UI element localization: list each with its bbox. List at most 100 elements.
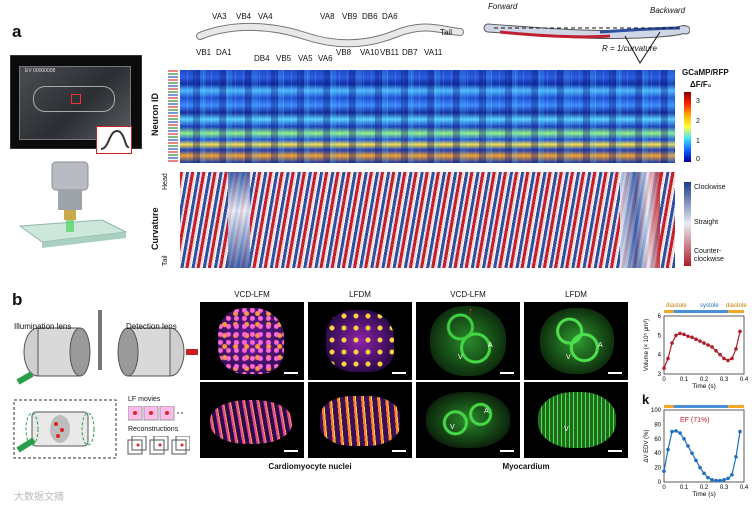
ventricle-marker: V xyxy=(458,354,463,361)
volume-chart: diastole systole diastole 6 5 4 3 0 0.1 0.2 0.3 0.4… xyxy=(640,296,752,392)
col-title-vcd-nuclei: VCD-LFM xyxy=(234,290,270,299)
x-tick-label: 0.2 xyxy=(700,485,709,491)
neuron-label: VB11 xyxy=(380,48,399,57)
phase-label: diastole xyxy=(726,303,747,309)
curv-ylabel-text: Curvature xyxy=(150,207,160,250)
neuron-label: DB4 xyxy=(254,54,270,63)
y-tick-label: 5 xyxy=(658,333,662,339)
panel-k-label: k xyxy=(642,392,650,407)
neuron-label: VA8 xyxy=(320,12,335,21)
y-tick-label: 100 xyxy=(651,408,662,414)
kymograph-straight-region xyxy=(228,172,250,268)
data-point xyxy=(714,349,718,353)
neuron-label: VB5 xyxy=(276,54,292,63)
neuron-label: VB8 xyxy=(336,48,352,57)
data-point xyxy=(686,444,690,448)
curv-legend-counter: Counter-clockwise xyxy=(694,248,724,263)
curvature-colorbar xyxy=(684,182,691,266)
data-point xyxy=(662,469,666,473)
data-point xyxy=(706,475,710,480)
vcd-myocardium-xz: V A xyxy=(416,382,520,458)
data-point xyxy=(690,451,694,455)
neuron-label: VA10 xyxy=(360,48,379,57)
kymograph-straight-region-2 xyxy=(620,172,660,268)
data-point xyxy=(698,465,702,470)
data-point xyxy=(726,476,730,481)
ventricle-marker: V xyxy=(564,426,569,433)
ventricle-marker: V xyxy=(450,424,455,431)
phase-bar-diastole-2 xyxy=(728,405,744,408)
caption-myocardium: Myocardium xyxy=(502,462,550,471)
curv-legend-straight: Straight xyxy=(694,219,719,226)
neuron-label: VB1 xyxy=(196,48,212,57)
neuron-label: VA3 xyxy=(212,12,227,21)
lf-movies-label: LF movies xyxy=(128,396,161,403)
tail-axis-text: Tail xyxy=(162,255,169,266)
colorbar-tick: 1 xyxy=(696,138,700,145)
data-point xyxy=(682,332,686,337)
phase-bar-systole xyxy=(673,405,728,408)
data-point xyxy=(718,352,722,357)
worm-schematic xyxy=(195,2,465,62)
heatmap-texture xyxy=(180,70,675,163)
x-tick-label: 0.1 xyxy=(680,377,689,383)
red-arrow-icon: ↑ xyxy=(468,306,473,317)
neuron-label: VA11 xyxy=(424,48,443,57)
x-tick-label: 0.1 xyxy=(680,485,689,491)
x-tick-label: 0.3 xyxy=(720,485,729,491)
data-point xyxy=(662,366,666,370)
colorbar-tick: 2 xyxy=(696,118,700,125)
neuron-activity-heatmap xyxy=(180,70,675,163)
neuron-labels-bottom: VB1 DA1 DB4 VB5 VA5 VA6 VB8 VA10 VB11 DB… xyxy=(196,48,456,63)
y-tick-label: 80 xyxy=(654,422,661,428)
activity-colorbar xyxy=(684,92,691,162)
direction-schematic xyxy=(480,8,691,66)
watermark: 大数据文摘 xyxy=(14,492,64,503)
x-axis-label: Time (s) xyxy=(692,383,716,390)
neuron-label: VA4 xyxy=(258,12,273,21)
data-point xyxy=(738,429,742,434)
panel-a-label: a xyxy=(12,22,22,41)
x-axis-label: Time (s) xyxy=(692,491,716,498)
y-axis-label: ΔV EDV (%) xyxy=(644,429,650,462)
phase-bar-diastole-2 xyxy=(728,310,744,313)
data-point xyxy=(710,478,714,482)
data-point xyxy=(734,347,738,351)
panel-b-label: b xyxy=(12,290,23,309)
neuron-label: DB6 xyxy=(362,12,378,21)
neuron-label: DB7 xyxy=(402,48,418,57)
data-point xyxy=(730,356,734,361)
data-point xyxy=(694,458,698,463)
microscope-illustration xyxy=(12,160,132,252)
vcd-nuclei-xz xyxy=(200,382,304,458)
data-point xyxy=(678,331,682,336)
data-point xyxy=(738,329,742,334)
data-point xyxy=(670,341,674,345)
atrium-marker: A xyxy=(598,342,603,349)
curv-legend-clockwise: Clockwise xyxy=(694,184,726,191)
neuron-label: DA1 xyxy=(216,48,232,57)
forward-label: Forward xyxy=(488,2,518,11)
neuron-label: VB4 xyxy=(236,12,252,21)
neuron-labels-top: VA3 VB4 VA4 VA8 VB9 DB6 DA6 xyxy=(212,12,462,22)
data-point xyxy=(686,334,690,339)
lf-movies-thumbs xyxy=(127,405,186,422)
neuron-label: DA6 xyxy=(382,12,398,21)
lfdm-myocardium-xz: V xyxy=(524,382,628,458)
lfdm-nuclei-xy xyxy=(308,302,412,380)
neuron-label: VA5 xyxy=(298,54,313,63)
ef-annotation: EF (71%) xyxy=(680,417,710,424)
ejection-chart: 100 80 60 40 20 0 0 0.1 0.2 0.3 0.4 Time (s) ΔV EDV … xyxy=(640,396,752,500)
x-tick-label: 0.4 xyxy=(740,485,749,491)
data-point xyxy=(674,429,678,433)
series-line xyxy=(663,430,741,482)
data-point xyxy=(710,345,714,349)
phase-label: diastole xyxy=(666,303,687,309)
lfdm-myocardium-xy: V A xyxy=(524,302,628,380)
data-point xyxy=(674,333,678,338)
backward-label: Backward xyxy=(650,6,686,15)
neuron-label: VB9 xyxy=(342,12,358,21)
data-point xyxy=(702,471,706,476)
curvature-kymograph xyxy=(180,172,675,268)
lens-schematic xyxy=(10,300,200,460)
